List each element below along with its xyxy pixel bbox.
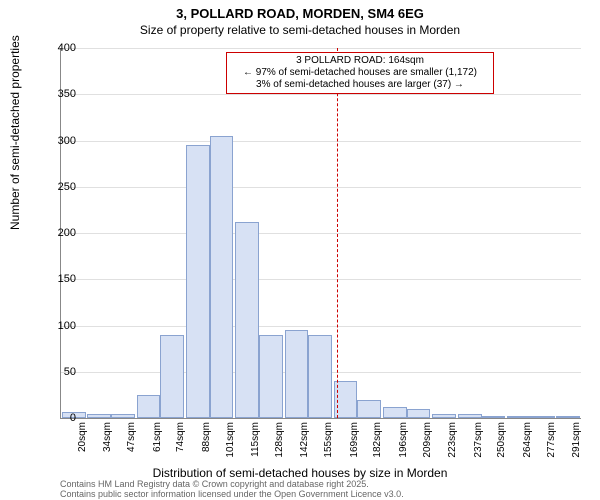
y-tick-label: 350 — [46, 88, 76, 100]
y-tick-label: 100 — [46, 320, 76, 332]
y-tick-label: 400 — [46, 42, 76, 54]
x-tick-label: 155sqm — [323, 422, 334, 462]
gridline — [61, 233, 581, 234]
histogram-bar — [235, 222, 259, 418]
x-tick-label: 237sqm — [473, 422, 484, 462]
histogram-bar — [357, 400, 381, 419]
x-tick-label: 61sqm — [152, 422, 163, 462]
gridline — [61, 187, 581, 188]
y-tick-label: 150 — [46, 273, 76, 285]
x-tick-label: 47sqm — [126, 422, 137, 462]
x-tick-label: 169sqm — [349, 422, 360, 462]
gridline — [61, 141, 581, 142]
x-tick-label: 196sqm — [398, 422, 409, 462]
y-tick-label: 0 — [46, 412, 76, 424]
histogram-bar — [87, 414, 111, 418]
histogram-bar — [210, 136, 234, 418]
histogram-bar — [285, 330, 309, 418]
gridline — [61, 326, 581, 327]
histogram-bar — [531, 416, 555, 418]
histogram-bar — [482, 416, 506, 418]
gridline — [61, 48, 581, 49]
histogram-bar — [186, 145, 210, 418]
annotation-line: 3 POLLARD ROAD: 164sqm — [231, 55, 489, 67]
x-tick-label: 209sqm — [422, 422, 433, 462]
gridline — [61, 94, 581, 95]
histogram-bar — [308, 335, 332, 418]
y-tick-label: 200 — [46, 227, 76, 239]
x-tick-label: 182sqm — [372, 422, 383, 462]
annotation-line: ← 97% of semi-detached houses are smalle… — [231, 67, 489, 79]
histogram-bar — [458, 414, 482, 418]
gridline — [61, 279, 581, 280]
x-tick-label: 223sqm — [447, 422, 458, 462]
histogram-bar — [383, 407, 407, 418]
x-tick-label: 264sqm — [522, 422, 533, 462]
y-tick-label: 50 — [46, 366, 76, 378]
x-tick-label: 291sqm — [571, 422, 582, 462]
histogram-bar — [432, 414, 456, 418]
chart-title: 3, POLLARD ROAD, MORDEN, SM4 6EG — [0, 0, 600, 23]
x-tick-label: 20sqm — [77, 422, 88, 462]
footer-line-2: Contains public sector information licen… — [60, 490, 404, 500]
y-axis-label: Number of semi-detached properties — [8, 35, 22, 230]
x-tick-label: 88sqm — [201, 422, 212, 462]
histogram-bar — [556, 416, 580, 418]
y-tick-label: 250 — [46, 181, 76, 193]
x-tick-label: 115sqm — [250, 422, 261, 462]
x-tick-label: 250sqm — [496, 422, 507, 462]
y-tick-label: 300 — [46, 135, 76, 147]
annotation-line: 3% of semi-detached houses are larger (3… — [231, 79, 489, 91]
annotation-box: 3 POLLARD ROAD: 164sqm← 97% of semi-deta… — [226, 52, 494, 94]
histogram-bar — [407, 409, 431, 418]
footer-attribution: Contains HM Land Registry data © Crown c… — [60, 480, 404, 500]
histogram-bar — [507, 416, 531, 418]
x-tick-label: 128sqm — [274, 422, 285, 462]
chart-subtitle: Size of property relative to semi-detach… — [0, 23, 600, 39]
x-tick-label: 142sqm — [299, 422, 310, 462]
x-tick-label: 34sqm — [102, 422, 113, 462]
x-axis-label: Distribution of semi-detached houses by … — [0, 466, 600, 480]
histogram-bar — [111, 414, 135, 418]
histogram-bar — [259, 335, 283, 418]
histogram-bar — [160, 335, 184, 418]
reference-line — [337, 48, 338, 418]
plot-area: 3 POLLARD ROAD: 164sqm← 97% of semi-deta… — [60, 48, 581, 419]
x-tick-label: 74sqm — [175, 422, 186, 462]
x-tick-label: 277sqm — [546, 422, 557, 462]
histogram-bar — [137, 395, 161, 418]
x-tick-label: 101sqm — [225, 422, 236, 462]
